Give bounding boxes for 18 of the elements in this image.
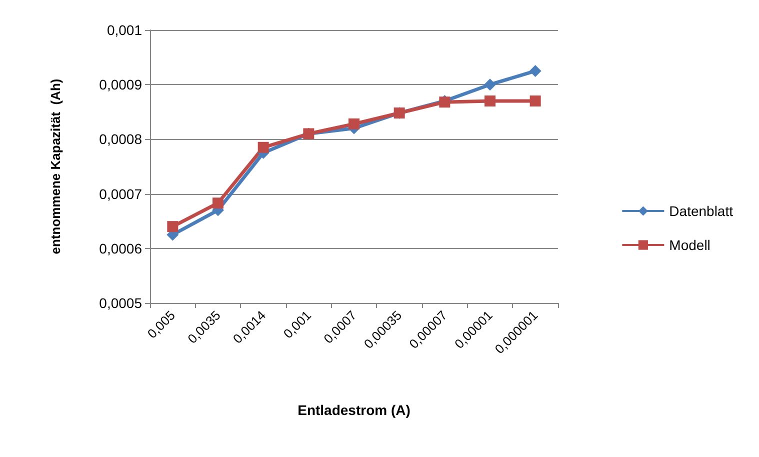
y-axis-title: entnommene Kapazität (Ah) bbox=[48, 78, 63, 254]
y-tick-label: 0,0008 bbox=[99, 131, 142, 148]
y-tick-label: 0,0009 bbox=[99, 76, 142, 93]
legend-label: Modell bbox=[669, 237, 710, 253]
legend-label: Datenblatt bbox=[669, 203, 734, 219]
y-tick-label: 0,0006 bbox=[99, 240, 142, 256]
x-axis-title: Entladestrom (A) bbox=[298, 402, 410, 418]
point bbox=[530, 95, 541, 106]
point bbox=[529, 64, 542, 77]
point bbox=[212, 198, 224, 209]
point bbox=[258, 142, 269, 153]
y-tick-label: 0,0007 bbox=[99, 186, 142, 202]
point bbox=[484, 78, 496, 91]
y-tick-label: 0,0005 bbox=[99, 295, 142, 311]
point bbox=[167, 221, 178, 232]
point bbox=[484, 95, 496, 106]
point bbox=[348, 118, 360, 130]
y-tick-label: 0,001 bbox=[106, 22, 142, 38]
